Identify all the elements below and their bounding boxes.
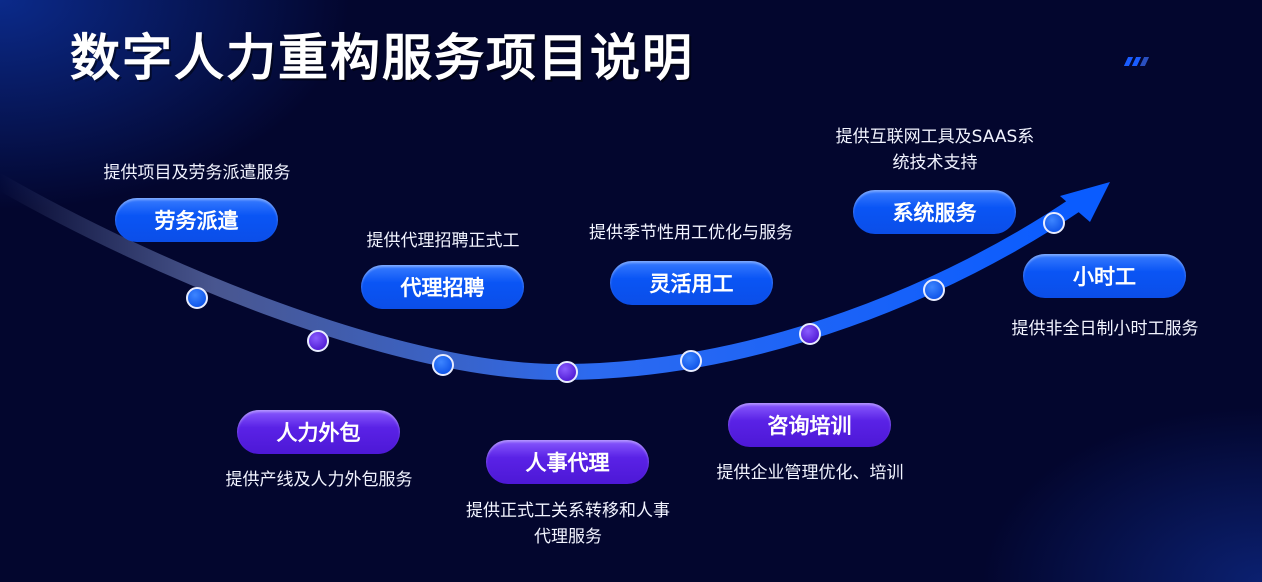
service-desc-hourly-workers: 提供非全日制小时工服务: [1011, 319, 1199, 339]
timeline-node: [307, 330, 329, 352]
timeline-node: [556, 361, 578, 383]
timeline-node: [186, 287, 208, 309]
timeline-node: [923, 279, 945, 301]
service-desc-system-services: 提供互联网工具及SAAS系 统技术支持: [820, 124, 1050, 176]
timeline-node: [1043, 212, 1065, 234]
service-agency-recruiting[interactable]: 代理招聘: [361, 265, 524, 309]
service-desc-consulting-training: 提供企业管理优化、培训: [716, 463, 904, 483]
service-desc-hr-outsourcing: 提供产线及人力外包服务: [225, 470, 413, 490]
service-hr-outsourcing[interactable]: 人力外包: [237, 410, 400, 454]
arrow-head-icon: [1060, 182, 1110, 222]
desc-line: 提供互联网工具及SAAS系: [835, 127, 1035, 147]
service-desc-flexible-employment: 提供季节性用工优化与服务: [589, 223, 793, 243]
timeline-node: [680, 350, 702, 372]
service-labor-dispatch[interactable]: 劳务派遣: [115, 198, 278, 242]
service-personnel-agency[interactable]: 人事代理: [486, 440, 649, 484]
timeline-node: [799, 323, 821, 345]
service-system-services[interactable]: 系统服务: [853, 190, 1016, 234]
service-desc-labor-dispatch: 提供项目及劳务派遣服务: [103, 163, 291, 183]
desc-line: 统技术支持: [892, 153, 978, 173]
service-desc-agency-recruiting: 提供代理招聘正式工: [366, 231, 520, 251]
desc-line: 代理服务: [534, 527, 602, 547]
timeline-node: [432, 354, 454, 376]
service-desc-personnel-agency: 提供正式工关系转移和人事 代理服务: [448, 498, 688, 550]
service-consulting-training[interactable]: 咨询培训: [728, 403, 891, 447]
page-title: 数字人力重构服务项目说明: [70, 29, 694, 87]
service-hourly-workers[interactable]: 小时工: [1023, 254, 1186, 298]
desc-line: 提供正式工关系转移和人事: [466, 501, 670, 521]
service-flexible-employment[interactable]: 灵活用工: [610, 261, 773, 305]
